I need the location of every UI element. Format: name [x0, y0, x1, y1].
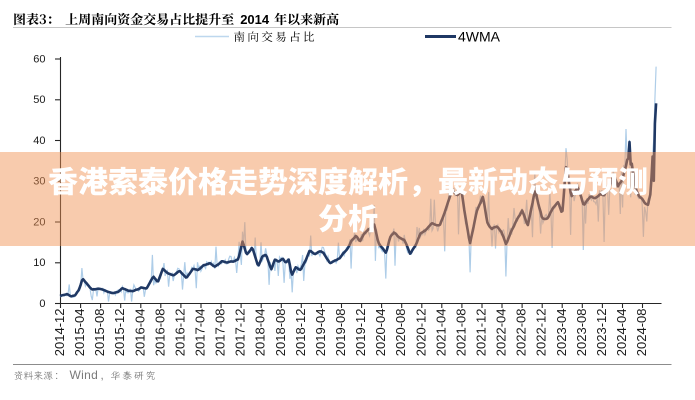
svg-text:2015-08: 2015-08	[92, 309, 107, 357]
svg-text:2019-12: 2019-12	[353, 309, 368, 357]
svg-text:2016-12: 2016-12	[172, 309, 187, 357]
svg-text:2024-08: 2024-08	[634, 309, 649, 357]
svg-text:2014-12: 2014-12	[52, 309, 67, 357]
svg-text:2019-08: 2019-08	[333, 309, 348, 357]
svg-text:2022-12: 2022-12	[534, 309, 549, 357]
svg-text:2023-04: 2023-04	[554, 309, 569, 357]
svg-text:2023-08: 2023-08	[574, 309, 589, 357]
svg-text:2020-08: 2020-08	[393, 309, 408, 357]
svg-text:2023-12: 2023-12	[594, 309, 609, 357]
svg-text:2018-04: 2018-04	[253, 309, 268, 357]
svg-text:2016-08: 2016-08	[152, 309, 167, 357]
svg-text:2017-04: 2017-04	[193, 309, 208, 357]
svg-text:2020-04: 2020-04	[373, 309, 388, 357]
svg-text:2017-12: 2017-12	[233, 309, 248, 357]
svg-text:30: 30	[33, 176, 45, 188]
svg-text:2018-08: 2018-08	[273, 309, 288, 357]
svg-text:2021-04: 2021-04	[433, 309, 448, 357]
svg-text:Wind: Wind	[70, 368, 99, 382]
svg-text:4WMA: 4WMA	[458, 29, 501, 45]
svg-text:2015-04: 2015-04	[72, 309, 87, 357]
svg-text:2020-12: 2020-12	[413, 309, 428, 357]
svg-text:2018-12: 2018-12	[293, 309, 308, 357]
svg-text:2017-08: 2017-08	[213, 309, 228, 357]
svg-text:2019-04: 2019-04	[313, 309, 328, 357]
svg-text:0: 0	[39, 298, 45, 310]
svg-text:2014: 2014	[240, 12, 270, 27]
svg-text:2016-04: 2016-04	[132, 309, 147, 357]
svg-text:60: 60	[33, 53, 45, 65]
svg-text:2022-08: 2022-08	[514, 309, 529, 357]
svg-text:2021-08: 2021-08	[453, 309, 468, 357]
svg-text:50: 50	[33, 94, 45, 106]
svg-text::: :	[55, 370, 58, 382]
svg-text:,: ,	[101, 370, 104, 382]
svg-text:10: 10	[33, 257, 45, 269]
svg-text:40: 40	[33, 135, 45, 147]
svg-text:2024-04: 2024-04	[614, 309, 629, 357]
svg-text:2022-04: 2022-04	[494, 309, 509, 357]
svg-text:20: 20	[33, 216, 45, 228]
svg-text:2015-12: 2015-12	[112, 309, 127, 357]
svg-text:2021-12: 2021-12	[474, 309, 489, 357]
